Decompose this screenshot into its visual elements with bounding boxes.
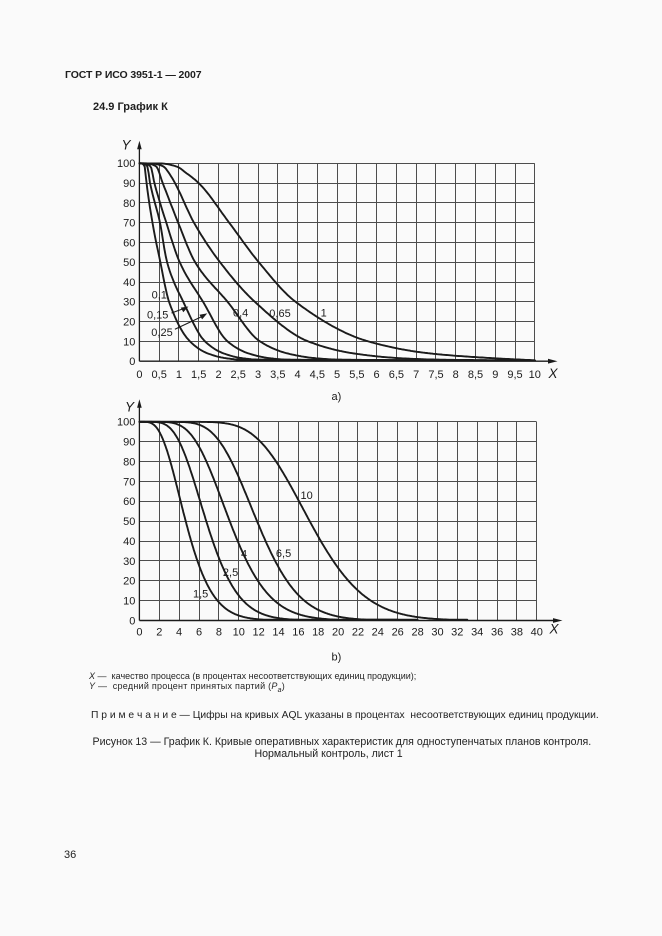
svg-text:0: 0 [129,615,135,627]
svg-text:Y: Y [122,138,132,153]
svg-text:28: 28 [411,627,423,639]
svg-text:40: 40 [531,627,543,639]
svg-text:10: 10 [233,627,245,639]
svg-text:36: 36 [491,627,503,639]
svg-text:20: 20 [123,576,135,588]
svg-text:8,5: 8,5 [468,369,483,381]
svg-text:60: 60 [123,237,135,249]
svg-text:80: 80 [123,456,135,468]
svg-text:14: 14 [272,627,284,639]
svg-text:b): b) [332,652,342,664]
svg-text:8: 8 [453,369,459,381]
svg-text:5: 5 [334,369,340,381]
svg-text:6,5: 6,5 [276,548,291,560]
svg-text:40: 40 [123,277,135,289]
svg-text:70: 70 [123,218,135,230]
svg-text:9,5: 9,5 [507,369,522,381]
svg-text:1,5: 1,5 [193,589,208,601]
svg-text:10: 10 [123,336,135,348]
svg-text:40: 40 [123,536,135,548]
svg-text:0: 0 [136,369,142,381]
svg-text:7: 7 [413,369,419,381]
svg-text:Y: Y [125,400,135,415]
svg-text:100: 100 [117,158,135,170]
svg-text:1: 1 [321,308,327,320]
svg-text:3,5: 3,5 [270,369,285,381]
svg-text:12: 12 [252,627,264,639]
svg-text:0,65: 0,65 [269,308,290,320]
svg-text:4,5: 4,5 [310,369,325,381]
svg-text:0: 0 [129,356,135,368]
svg-text:2: 2 [215,369,221,381]
svg-text:38: 38 [511,627,523,639]
svg-text:70: 70 [123,476,135,488]
svg-text:30: 30 [123,297,135,309]
svg-text:6: 6 [196,627,202,639]
svg-text:26: 26 [392,627,404,639]
svg-text:2,5: 2,5 [231,369,246,381]
svg-text:0,1: 0,1 [152,289,167,301]
svg-text:30: 30 [123,556,135,568]
svg-text:50: 50 [123,257,135,269]
svg-text:32: 32 [451,627,463,639]
svg-text:1: 1 [176,369,182,381]
svg-text:2: 2 [156,627,162,639]
svg-text:0,4: 0,4 [233,308,248,320]
svg-text:1,5: 1,5 [191,369,206,381]
svg-text:100: 100 [117,417,135,429]
svg-text:X: X [549,622,560,637]
svg-text:30: 30 [431,627,443,639]
svg-text:10: 10 [529,369,541,381]
svg-text:20: 20 [123,317,135,329]
svg-text:0: 0 [136,627,142,639]
svg-text:50: 50 [123,516,135,528]
svg-text:22: 22 [352,627,364,639]
svg-text:10: 10 [301,490,313,502]
svg-text:4: 4 [295,369,301,381]
svg-text:3: 3 [255,369,261,381]
svg-text:0,15: 0,15 [147,309,168,321]
svg-text:X: X [548,366,559,381]
svg-text:90: 90 [123,437,135,449]
svg-text:80: 80 [123,198,135,210]
svg-text:18: 18 [312,627,324,639]
svg-text:24: 24 [372,627,384,639]
svg-text:20: 20 [332,627,344,639]
svg-text:10: 10 [123,596,135,608]
svg-text:60: 60 [123,496,135,508]
svg-text:16: 16 [292,627,304,639]
svg-text:9: 9 [492,369,498,381]
svg-text:0,25: 0,25 [151,327,172,339]
svg-text:2,5: 2,5 [223,567,238,579]
svg-text:34: 34 [471,627,483,639]
svg-text:6: 6 [374,369,380,381]
svg-text:90: 90 [123,178,135,190]
svg-text:4: 4 [176,627,182,639]
svg-text:0,5: 0,5 [152,369,167,381]
svg-text:5,5: 5,5 [349,369,364,381]
svg-text:8: 8 [216,627,222,639]
svg-text:6,5: 6,5 [389,369,404,381]
svg-text:a): a) [332,391,342,403]
svg-text:7,5: 7,5 [428,369,443,381]
svg-text:4: 4 [241,549,247,561]
